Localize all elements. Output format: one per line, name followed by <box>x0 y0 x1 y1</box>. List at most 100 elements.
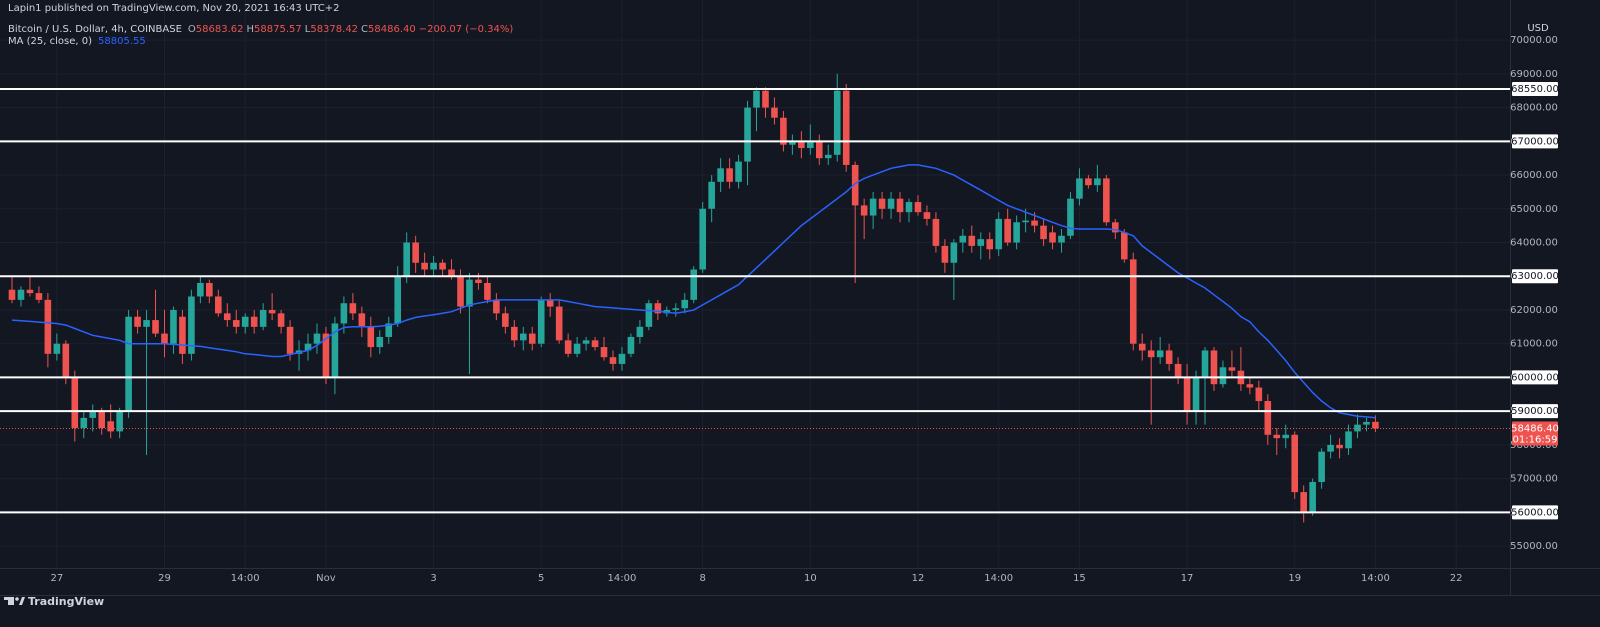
candle-body <box>394 276 402 324</box>
candle-body <box>869 198 877 216</box>
candle-body <box>1013 222 1020 243</box>
candle-body <box>654 303 662 314</box>
candle-body <box>331 323 339 378</box>
y-tick-label: 64000.00 <box>1510 238 1558 249</box>
candle-body <box>609 357 617 364</box>
y-tick-label: 65000.00 <box>1510 204 1558 215</box>
candle-body <box>277 313 285 327</box>
candle-body <box>1246 384 1254 388</box>
candle-body <box>887 198 895 209</box>
candle-body <box>170 309 177 344</box>
candle-body <box>690 269 698 300</box>
candle-body <box>223 313 231 321</box>
candle-body <box>511 326 518 341</box>
x-tick-label: 27 <box>50 573 63 584</box>
level-label: 67000.00 <box>1511 136 1559 147</box>
candle-body <box>179 316 186 354</box>
logo-part <box>4 597 14 600</box>
candle-body <box>71 377 79 429</box>
candle-body <box>914 202 922 213</box>
y-tick-label: 55000.00 <box>1510 541 1558 552</box>
candle-body <box>771 107 778 118</box>
candle-body <box>241 316 249 327</box>
candle-body <box>493 299 500 314</box>
change: −200.07 (−0.34%) <box>419 24 514 35</box>
candle-body <box>1255 387 1263 402</box>
candle-body <box>1058 235 1065 243</box>
candle-body <box>403 242 410 277</box>
candle-body <box>1192 377 1200 412</box>
candle-body <box>923 212 931 219</box>
candle-body <box>475 279 482 283</box>
candle-body <box>1300 492 1307 513</box>
x-tick-label: 14:00 <box>1361 573 1390 584</box>
candle-body <box>340 303 348 324</box>
candle-body <box>618 353 626 364</box>
candle-body <box>1309 481 1316 513</box>
level-label-box <box>1512 404 1558 419</box>
level-label-box <box>1512 269 1558 284</box>
candle-body <box>807 141 814 149</box>
footer-logo <box>4 597 25 605</box>
candle-body <box>842 90 850 165</box>
candle-body <box>349 303 357 314</box>
candle-body <box>851 164 859 206</box>
currency: USD <box>1527 23 1549 34</box>
candle-body <box>313 333 321 344</box>
candle-body <box>421 262 428 270</box>
candle-body <box>232 320 240 327</box>
x-tick-label: 17 <box>1181 573 1194 584</box>
candle-body <box>1076 178 1083 199</box>
candle-body <box>385 323 393 337</box>
y-tick-label: 61000.00 <box>1510 339 1558 350</box>
level-label-box <box>1512 82 1558 97</box>
y-tick-label: 70000.00 <box>1510 35 1558 46</box>
candle-body <box>1022 220 1029 223</box>
candle-body <box>1067 198 1074 236</box>
candle-body <box>457 276 464 307</box>
price-label-box <box>1512 421 1558 446</box>
ma-legend: MA (25, close, 0) 58805.55 <box>8 36 146 47</box>
candle-body <box>1219 367 1227 385</box>
candle-body <box>726 168 733 182</box>
x-tick-label: Nov <box>316 573 336 584</box>
x-tick-label: 3 <box>430 573 436 584</box>
ohlc-legend: Bitcoin / U.S. Dollar, 4h, COINBASE O5868… <box>8 24 513 35</box>
candle-body <box>116 411 123 432</box>
candle-body <box>412 242 419 263</box>
candle-body <box>1318 451 1325 482</box>
candle-body <box>1363 421 1370 425</box>
header: Lapin1 published on TradingView.com, Nov… <box>8 3 340 14</box>
candle-body <box>941 245 949 263</box>
ohlc-value: 58378.42 <box>310 24 358 35</box>
candle-body <box>35 293 43 300</box>
candle-body <box>143 320 150 327</box>
candle-body <box>1228 367 1236 371</box>
x-tick-label: 29 <box>158 573 171 584</box>
candle-body <box>1264 401 1272 435</box>
candle-body <box>484 282 491 300</box>
y-tick-label: 62000.00 <box>1510 305 1558 316</box>
candle-body <box>466 279 473 307</box>
candle-body <box>1040 225 1047 240</box>
ma-line <box>11 164 1376 419</box>
candle-body <box>762 90 769 108</box>
candle-body <box>268 309 276 314</box>
x-tick-label: 22 <box>1450 573 1463 584</box>
candle-body <box>1174 363 1182 378</box>
candle-body <box>1004 218 1011 243</box>
level-label: 59000.00 <box>1511 406 1559 417</box>
candle-body <box>528 333 536 344</box>
candle-body <box>1085 178 1092 186</box>
candle-body <box>1327 444 1334 452</box>
candle-body <box>286 326 294 354</box>
candle-body <box>824 154 832 159</box>
level-label: 63000.00 <box>1511 271 1559 282</box>
symbol: Bitcoin / U.S. Dollar, 4h, COINBASE <box>8 24 182 35</box>
price-label: 58486.40 <box>1511 423 1559 434</box>
candle-body <box>44 299 52 354</box>
candle-body <box>986 239 994 250</box>
candle-body <box>968 235 976 246</box>
x-tick-label: 10 <box>804 573 817 584</box>
